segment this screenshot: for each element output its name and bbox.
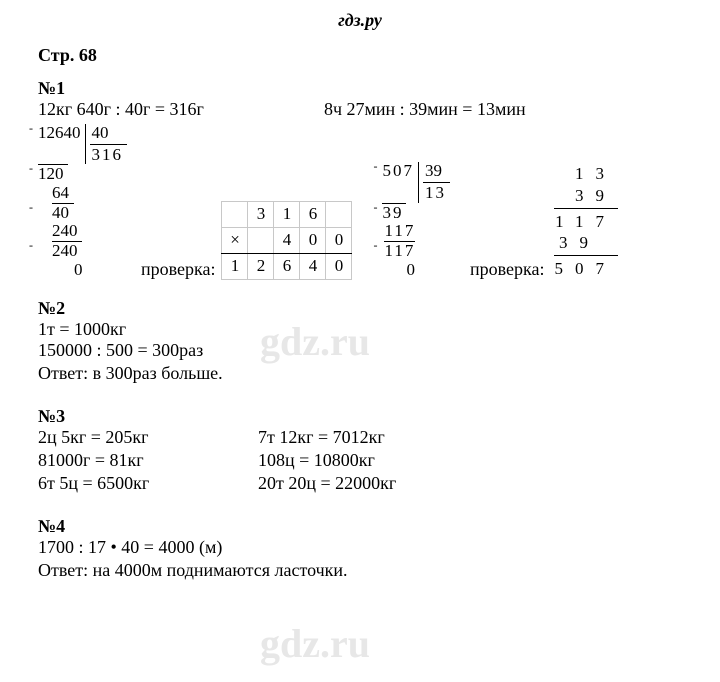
- cell: ×: [222, 227, 248, 253]
- cell: 0: [300, 227, 326, 253]
- cell: 4: [274, 227, 300, 253]
- ld1-step: 64: [52, 183, 69, 202]
- ld2-step: 117: [384, 221, 415, 240]
- cell: [326, 201, 352, 227]
- p3-cell: 81000г = 81кг: [38, 450, 258, 471]
- ld2-step: 117: [384, 241, 415, 261]
- mult2-p2: 39: [554, 232, 618, 253]
- cell: 1: [222, 253, 248, 279]
- ld2-dividend: 507: [382, 161, 418, 180]
- ld2-step: 0: [406, 260, 415, 279]
- cell: 3: [248, 201, 274, 227]
- multiplication-grid-1: 3 1 6 × 4 0 0 1 2 6 4 0: [221, 201, 352, 280]
- ld2-quotient: 13: [423, 183, 450, 203]
- p3-cell: 108ц = 10800кг: [258, 450, 518, 471]
- cell: 0: [326, 253, 352, 279]
- ld2-step: 39: [382, 203, 406, 223]
- p3-cell: 6т 5ц = 6500кг: [38, 473, 258, 494]
- p2-line2: 150000 : 500 = 300раз: [38, 340, 682, 361]
- cell: 4: [300, 253, 326, 279]
- watermark: gdz.ru: [260, 620, 370, 667]
- page-reference: Стр. 68: [38, 45, 682, 66]
- cell: 1: [274, 201, 300, 227]
- ld1-dividend: 12640: [38, 123, 85, 142]
- proverka-label-2: проверка:: [470, 259, 544, 280]
- p3-cell: 20т 20ц = 22000кг: [258, 473, 518, 494]
- cell: 6: [300, 201, 326, 227]
- multiplication-column-2: 13 39 117 39 507: [554, 163, 618, 279]
- cell: 2: [248, 253, 274, 279]
- p3-cell: 2ц 5кг = 205кг: [38, 427, 258, 448]
- mult2-p1: 117: [554, 211, 618, 232]
- p2-answer: Ответ: в 300раз больше.: [38, 363, 682, 384]
- ld1-quotient: 316: [90, 145, 128, 165]
- mult2-b: 39: [554, 185, 618, 206]
- p2-line1: 1т = 1000кг: [38, 319, 682, 340]
- cell: 6: [274, 253, 300, 279]
- problem-3-title: №3: [38, 406, 682, 427]
- proverka-label-1: проверка:: [141, 259, 215, 280]
- p1-right-expression: 8ч 27мин : 39мин = 13мин: [324, 99, 526, 120]
- ld1-step: 240: [52, 221, 78, 240]
- cell: [248, 227, 274, 253]
- long-division-1: - 12640 40 316 -120 64 -40 240 -240 0: [38, 124, 127, 280]
- p3-cell: 7т 12кг = 7012кг: [258, 427, 518, 448]
- mult2-res: 507: [554, 258, 618, 279]
- ld1-step: 40: [52, 203, 74, 223]
- cell: 0: [326, 227, 352, 253]
- ld2-divisor: 39: [423, 162, 450, 183]
- cell: [222, 201, 248, 227]
- long-division-2: - 507 39 13 -39 117 -117 0: [382, 162, 450, 279]
- problem-4-title: №4: [38, 516, 682, 537]
- p1-left-expression: 12кг 640г : 40г = 316г: [38, 99, 204, 120]
- site-logo: гдз.ру: [38, 10, 682, 31]
- ld1-step: 240: [52, 241, 82, 261]
- p4-line1: 1700 : 17 • 40 = 4000 (м): [38, 537, 682, 558]
- ld1-step: 120: [38, 164, 68, 184]
- problem-2-title: №2: [38, 298, 682, 319]
- p4-answer: Ответ: на 4000м поднимаются ласточки.: [38, 560, 682, 581]
- p3-grid: 2ц 5кг = 205кг 7т 12кг = 7012кг 81000г =…: [38, 427, 682, 494]
- problem-1-title: №1: [38, 78, 682, 99]
- ld1-divisor: 40: [90, 124, 128, 145]
- mult2-a: 13: [554, 163, 618, 184]
- ld1-step: 0: [74, 260, 83, 279]
- page-content: Стр. 68 №1 12кг 640г : 40г = 316г 8ч 27м…: [38, 45, 682, 581]
